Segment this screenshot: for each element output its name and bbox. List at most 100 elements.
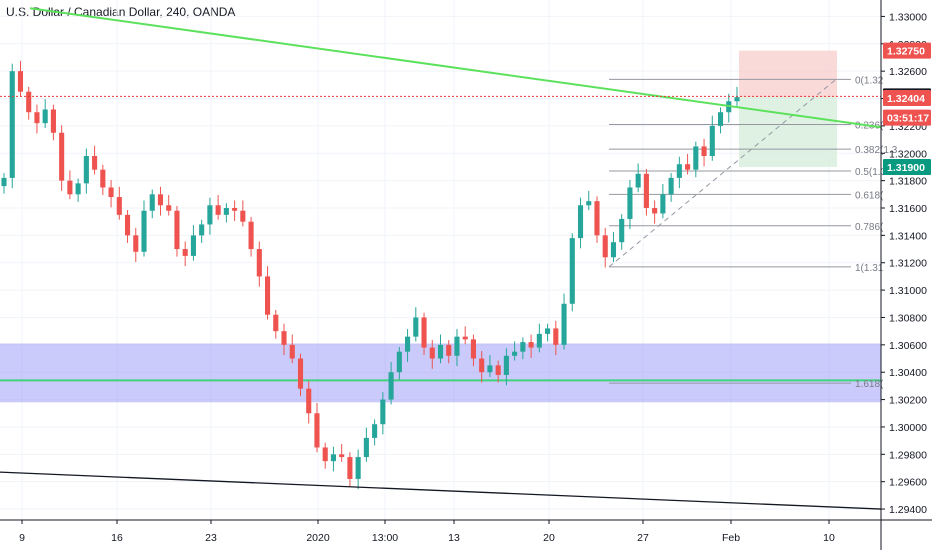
y-tick-label: 1.32000 — [889, 148, 927, 160]
candle-body — [405, 336, 411, 352]
candle-body — [652, 208, 658, 214]
fib-level-label: 0.382(1.3 — [855, 145, 898, 156]
candle-body — [50, 109, 56, 133]
candle-body — [503, 355, 509, 375]
candle-body — [380, 399, 386, 425]
candle-body — [717, 112, 724, 126]
candle-body — [388, 372, 394, 400]
candle-body — [602, 235, 608, 258]
x-tick-label: 13:00 — [372, 532, 398, 544]
candle-body — [635, 173, 641, 188]
candle-body — [347, 457, 353, 479]
candle-body — [83, 156, 89, 184]
candle-body — [100, 169, 106, 188]
candle-body — [561, 303, 567, 345]
candle-body — [676, 164, 682, 178]
candle-body — [174, 210, 180, 250]
candle-body — [141, 210, 147, 252]
fib-trend-line — [608, 78, 837, 268]
price-tag — [883, 42, 931, 59]
y-tick-label: 1.30400 — [889, 367, 927, 379]
candle-body — [487, 365, 493, 373]
candle-body — [240, 210, 246, 222]
candle-body — [26, 91, 32, 113]
x-tick-label: 16 — [111, 532, 123, 544]
candle-body — [372, 424, 378, 438]
y-tick-label: 1.31400 — [889, 230, 927, 242]
candle-body — [108, 187, 114, 198]
candle-body — [619, 218, 625, 243]
fib-level-label: 0(1.32 — [855, 75, 884, 86]
candle-body — [207, 205, 213, 225]
candle-body — [693, 146, 699, 170]
candlestick-series — [1, 60, 740, 490]
candle-body — [92, 156, 98, 170]
candle-body — [166, 205, 172, 211]
x-tick-label: 20 — [543, 532, 555, 544]
candle-body — [1, 177, 7, 187]
candle-body — [199, 224, 205, 236]
candle-body — [536, 333, 542, 348]
y-tick-label: 1.33000 — [889, 11, 927, 23]
price-tag-label: 1.31900 — [887, 162, 925, 174]
candle-body — [421, 317, 427, 348]
x-tick-label: Feb — [722, 532, 740, 544]
candle-body — [355, 457, 361, 479]
candle-body — [586, 201, 592, 206]
x-tick-label: 9 — [19, 532, 25, 544]
candle-body — [660, 194, 666, 214]
candle-body — [610, 242, 617, 258]
candle-body — [577, 205, 584, 239]
price-tag-label: 03:51:17 — [887, 113, 929, 125]
candle-body — [67, 180, 73, 195]
trendlines — [0, 7, 882, 510]
y-tick-label: 1.30000 — [889, 422, 927, 434]
x-tick-label: 13 — [448, 532, 460, 544]
candle-body — [182, 249, 188, 256]
candle-body — [149, 194, 155, 211]
y-tick-label: 1.31200 — [889, 258, 927, 270]
candle-body — [133, 235, 139, 252]
y-tick-label: 1.29400 — [889, 504, 927, 516]
x-tick-label: 2020 — [306, 532, 330, 544]
y-tick-label: 1.30200 — [889, 395, 927, 407]
fib-level-label: 1(1.31 — [855, 263, 884, 274]
y-tick-label: 1.29800 — [889, 449, 927, 461]
upper-trendline — [29, 7, 882, 129]
candle-body — [363, 437, 369, 458]
candle-body — [569, 238, 575, 304]
candle-body — [314, 413, 320, 448]
candle-body — [42, 109, 48, 124]
x-tick-label: 10 — [823, 532, 835, 544]
stop-loss-zone — [739, 50, 837, 98]
candle-body — [668, 177, 674, 195]
y-tick-label: 1.30600 — [889, 340, 927, 352]
candle-body — [339, 454, 345, 458]
take-profit-zone — [739, 97, 837, 167]
candle-body — [709, 125, 715, 156]
candle-body — [17, 71, 24, 92]
x-tick-label: 23 — [205, 532, 217, 544]
price-tag-label: 1.32750 — [887, 46, 925, 58]
x-tick-label: 27 — [637, 532, 649, 544]
candle-body — [429, 347, 435, 359]
candle-body — [437, 344, 444, 359]
lower-trendline — [0, 471, 882, 510]
candle-body — [281, 331, 287, 345]
candle-body — [215, 205, 221, 215]
candle-body — [553, 328, 559, 345]
candle-body — [248, 221, 254, 250]
candle-body — [643, 173, 649, 208]
candle-body — [470, 339, 477, 359]
candle-body — [701, 146, 707, 156]
candle-body — [528, 342, 534, 348]
price-tag-label: 1.32404 — [887, 93, 925, 105]
grid — [0, 0, 881, 520]
candle-body — [256, 249, 262, 277]
candle-body — [75, 183, 81, 195]
candle-body — [396, 351, 402, 373]
price-tag — [883, 89, 931, 106]
candle-body — [9, 71, 15, 178]
